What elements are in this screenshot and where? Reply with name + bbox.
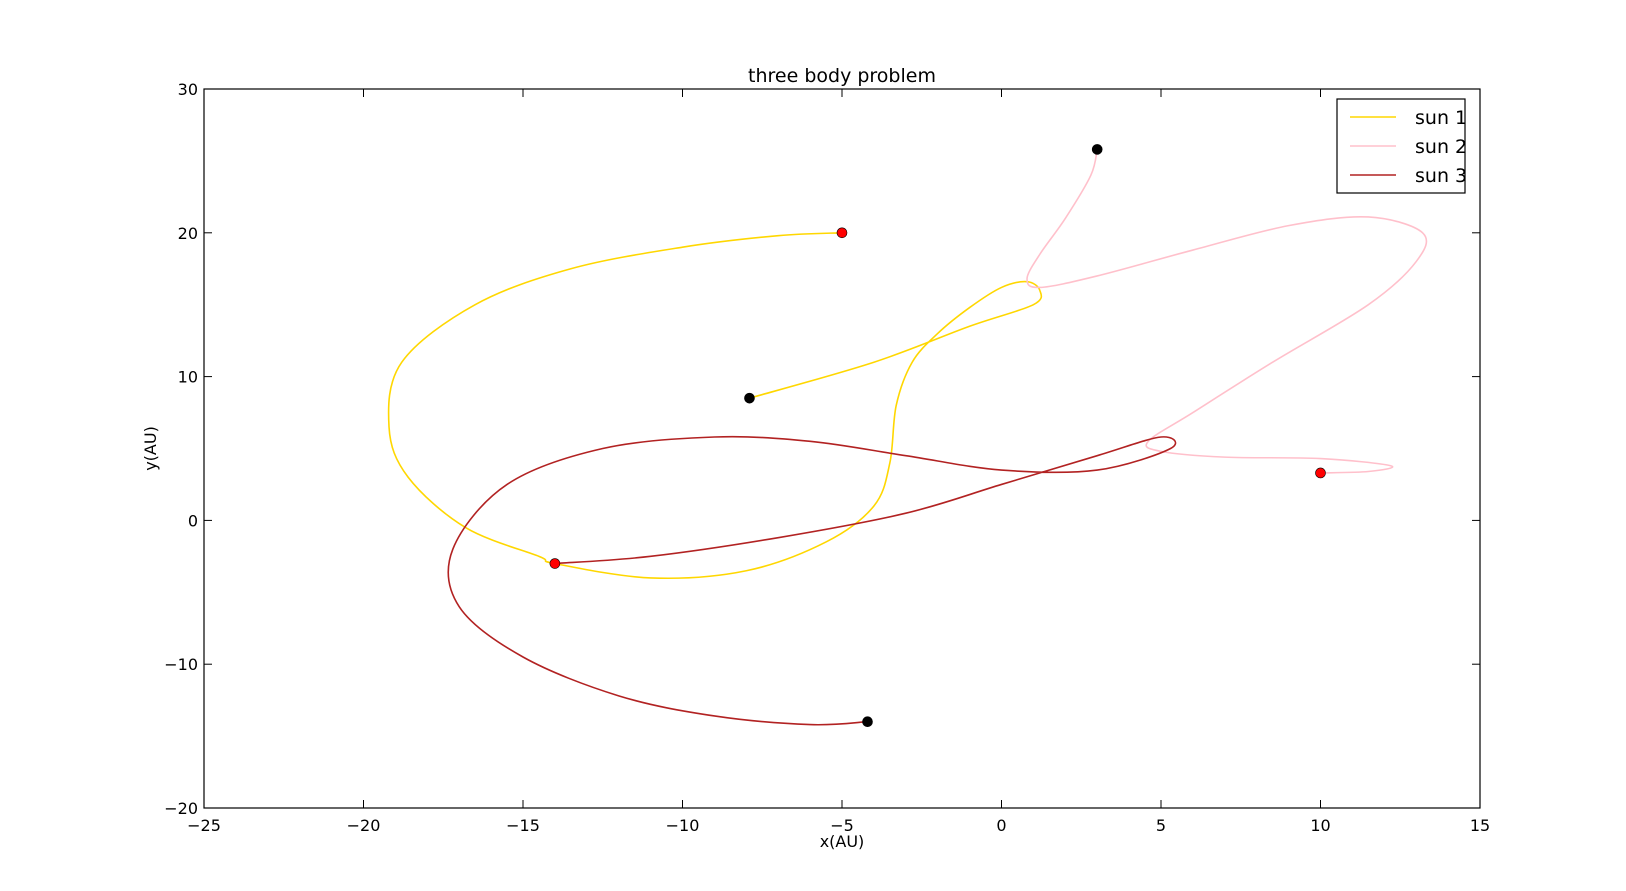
y-tick-label: 30 bbox=[178, 80, 198, 99]
y-tick-label: 10 bbox=[178, 368, 198, 387]
position-marker-5 bbox=[744, 392, 755, 404]
chart-title: three body problem bbox=[748, 65, 936, 87]
series-line-2 bbox=[1026, 149, 1428, 474]
position-marker-6 bbox=[862, 716, 873, 728]
y-axis-label: y(AU) bbox=[141, 426, 160, 471]
legend-label-1: sun 1 bbox=[1415, 107, 1467, 129]
legend-label-2: sun 2 bbox=[1415, 136, 1467, 158]
legend-items: sun 1 sun 2 sun 3 bbox=[1350, 107, 1467, 187]
x-tick-label: 0 bbox=[996, 816, 1006, 835]
x-tick-label: −15 bbox=[506, 816, 540, 835]
legend: sun 1 sun 2 sun 3 bbox=[1336, 98, 1467, 194]
x-tick-label: −20 bbox=[347, 816, 381, 835]
legend-label-3: sun 3 bbox=[1415, 165, 1467, 187]
position-marker-2 bbox=[1315, 467, 1326, 479]
position-marker-4 bbox=[1091, 144, 1103, 155]
marker-layer bbox=[549, 144, 1326, 728]
x-tick-label: 5 bbox=[1156, 816, 1166, 835]
plot-frame bbox=[204, 89, 1480, 808]
x-tick-label: −5 bbox=[830, 816, 854, 835]
x-tick-label: −10 bbox=[666, 816, 700, 835]
x-tick-label: 10 bbox=[1310, 816, 1330, 835]
x-axis-label: x(AU) bbox=[820, 832, 865, 851]
position-marker-1 bbox=[836, 227, 848, 239]
y-tick-label: −20 bbox=[164, 799, 198, 818]
x-tick-label: −25 bbox=[187, 816, 221, 835]
y-tick-label: −10 bbox=[164, 655, 198, 674]
series-line-3 bbox=[447, 435, 1177, 726]
series-line-1 bbox=[387, 232, 1043, 580]
y-tick-label: 20 bbox=[178, 224, 198, 243]
y-tick-label: 0 bbox=[188, 511, 198, 530]
series-layer bbox=[387, 149, 1428, 726]
position-marker-3 bbox=[549, 558, 561, 569]
x-tick-label: 15 bbox=[1470, 816, 1490, 835]
